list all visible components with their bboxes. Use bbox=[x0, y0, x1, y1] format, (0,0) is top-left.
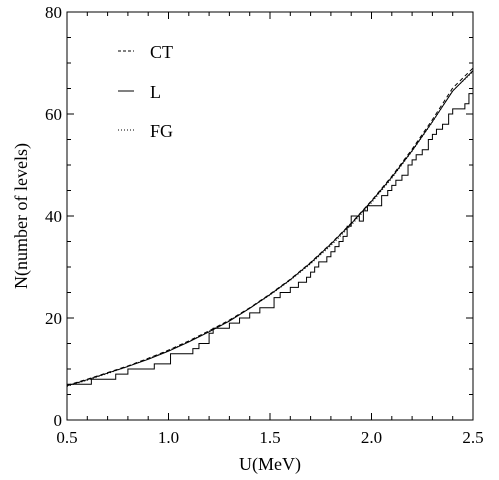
y-axis-label: N(number of levels) bbox=[11, 143, 32, 289]
legend-label-ct: CT bbox=[150, 42, 173, 62]
plot-frame bbox=[66, 11, 474, 421]
y-tick-label: 20 bbox=[45, 309, 62, 328]
y-tick-label: 60 bbox=[45, 105, 62, 124]
y-tick-label: 40 bbox=[45, 207, 62, 226]
y-tick-label: 0 bbox=[54, 411, 63, 430]
legend-label-l: L bbox=[150, 82, 161, 102]
x-tick-label: 2.0 bbox=[361, 428, 382, 447]
legend: CT L FG bbox=[118, 42, 173, 141]
axis-tick-labels: 0.5 1.0 1.5 2.0 2.5 0 20 40 60 80 bbox=[45, 3, 484, 447]
series-line-l bbox=[66, 70, 474, 387]
legend-label-fg: FG bbox=[150, 121, 173, 141]
x-axis-label: U(MeV) bbox=[239, 454, 301, 475]
x-tick-label: 0.5 bbox=[56, 428, 77, 447]
axis-ticks bbox=[66, 11, 474, 421]
series-line-experimental bbox=[67, 78, 474, 385]
x-tick-label: 1.5 bbox=[259, 428, 280, 447]
series-layer bbox=[66, 67, 474, 387]
x-tick-label: 2.5 bbox=[462, 428, 483, 447]
x-tick-label: 1.0 bbox=[158, 428, 179, 447]
y-tick-label: 80 bbox=[45, 3, 62, 22]
series-line-ct bbox=[66, 67, 474, 386]
series-line-fg bbox=[66, 71, 474, 387]
